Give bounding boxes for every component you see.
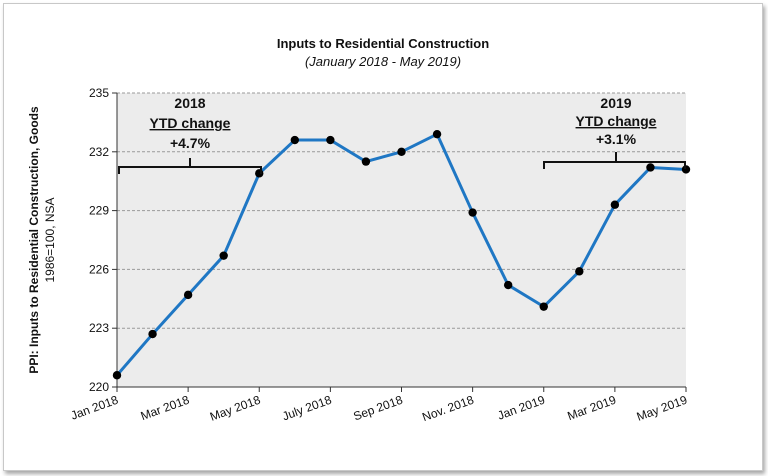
- x-tick-label: July 2018: [280, 393, 333, 424]
- data-point: [539, 302, 548, 311]
- x-tick-label: May 2019: [635, 393, 690, 424]
- annotation-2019-value: +3.1%: [596, 131, 637, 147]
- y-tick-label: 229: [89, 204, 109, 218]
- x-tick-label: Nov. 2018: [420, 393, 476, 425]
- annotation-2019-label: YTD change: [576, 113, 657, 129]
- data-point: [397, 147, 406, 156]
- annotation-2018-label: YTD change: [150, 115, 231, 131]
- x-tick-label: Jan 2019: [496, 393, 547, 423]
- data-point: [148, 329, 157, 339]
- annotation-2019: 2019 YTD change +3.1%: [543, 95, 686, 169]
- data-point: [326, 135, 335, 145]
- x-tick-labels: Jan 2018 Mar 2018 May 2018 July 2018 Sep 201…: [69, 387, 690, 425]
- y-axis-title: PPI: Inputs to Residential Construction,…: [27, 106, 41, 374]
- plot-area: [117, 93, 686, 387]
- y-axis-subtitle: 1986=100, NSA: [43, 197, 57, 282]
- x-tick-label: May 2018: [208, 393, 263, 424]
- x-tick-label: Mar 2019: [565, 393, 618, 424]
- data-point: [290, 135, 300, 145]
- data-point: [681, 165, 691, 174]
- data-point: [432, 129, 442, 139]
- x-tick-label: Sep 2018: [351, 393, 404, 424]
- data-point: [219, 251, 228, 260]
- data-point: [646, 163, 655, 172]
- y-tick-label: 220: [89, 380, 109, 394]
- data-point: [575, 267, 584, 276]
- x-tick-label: Jan 2018: [69, 393, 120, 423]
- series: [112, 129, 691, 380]
- annotation-2018-year: 2018: [174, 95, 205, 111]
- data-point: [468, 208, 477, 217]
- annotation-2019-bracket: [543, 152, 686, 169]
- data-point: [610, 200, 620, 209]
- y-axis-subtitle-group: 1986=100, NSA: [43, 197, 57, 282]
- y-tick-label: 223: [89, 321, 109, 335]
- annotation-2018-bracket: [118, 158, 262, 174]
- data-point: [503, 280, 513, 290]
- data-point: [361, 157, 371, 166]
- line-chart: 220 223 226 229 232 235 Jan 2018 Mar 2018 May 2…: [27, 36, 691, 425]
- y-tick-label: 235: [89, 86, 109, 100]
- chart-title: Inputs to Residential Construction: [277, 36, 489, 51]
- y-tick-labels: 220 223 226 229 232 235: [89, 86, 117, 394]
- annotation-2018: 2018 YTD change +4.7%: [118, 95, 262, 174]
- chart-frame: 220 223 226 229 232 235 Jan 2018 Mar 2018 May 2…: [3, 3, 763, 471]
- chart-subtitle: (January 2018 - May 2019): [305, 54, 461, 69]
- data-point: [183, 290, 193, 300]
- annotation-2019-year: 2019: [600, 95, 631, 111]
- data-point: [112, 371, 122, 380]
- x-tick-label: Mar 2018: [139, 393, 192, 424]
- y-tick-label: 226: [89, 262, 109, 276]
- annotation-2018-value: +4.7%: [170, 135, 211, 151]
- data-point: [255, 169, 264, 178]
- y-axis-title-group: PPI: Inputs to Residential Construction,…: [27, 106, 41, 374]
- y-tick-label: 232: [89, 145, 109, 159]
